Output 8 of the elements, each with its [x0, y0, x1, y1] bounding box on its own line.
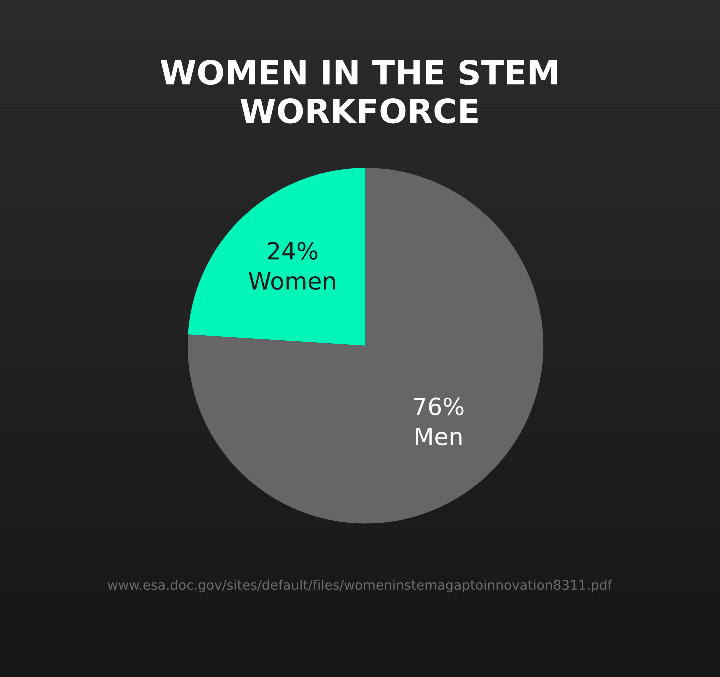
data-label: 76%	[414, 398, 464, 416]
text: www.esa.doc.gov/sites/default/files/womeninstemagaptoinnovation8311.pdf	[108, 580, 613, 593]
data-label: 24%	[268, 242, 318, 260]
slice-label: Men	[416, 428, 462, 446]
chart-title: WOMEN IN THE STEM WORKFORCE	[160, 60, 557, 124]
pie-slice	[188, 168, 544, 524]
pie-slice	[188, 168, 366, 346]
slice-label: Women	[249, 272, 336, 290]
